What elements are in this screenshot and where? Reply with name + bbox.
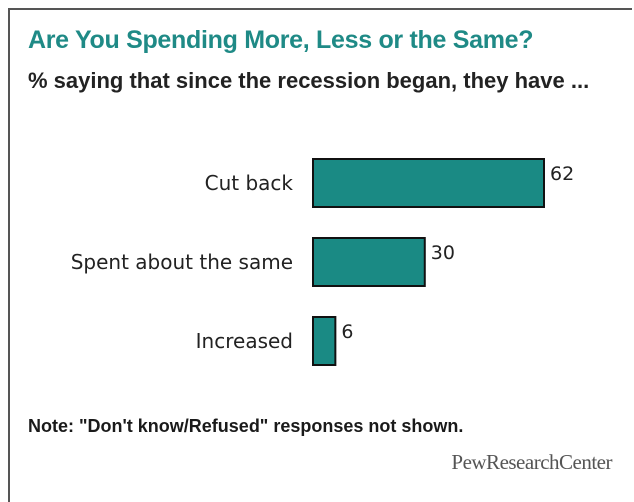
chart-subtitle: % saying that since the recession began,… (28, 68, 590, 93)
data-label: 62 (550, 163, 574, 185)
data-label: 6 (341, 321, 353, 343)
category-label: Cut back (205, 171, 294, 195)
chart-frame (8, 8, 632, 502)
data-label: 30 (431, 242, 455, 264)
bar-increased (312, 316, 337, 366)
chart-title: Are You Spending More, Less or the Same? (28, 26, 534, 54)
bar-cut-back (312, 158, 545, 208)
bar-spent-about-the-same (312, 237, 426, 287)
chart-note: Note: "Don't know/Refused" responses not… (28, 416, 464, 436)
source-logo: PewResearchCenter (451, 450, 612, 474)
category-label: Increased (196, 329, 293, 353)
category-label: Spent about the same (71, 250, 293, 274)
